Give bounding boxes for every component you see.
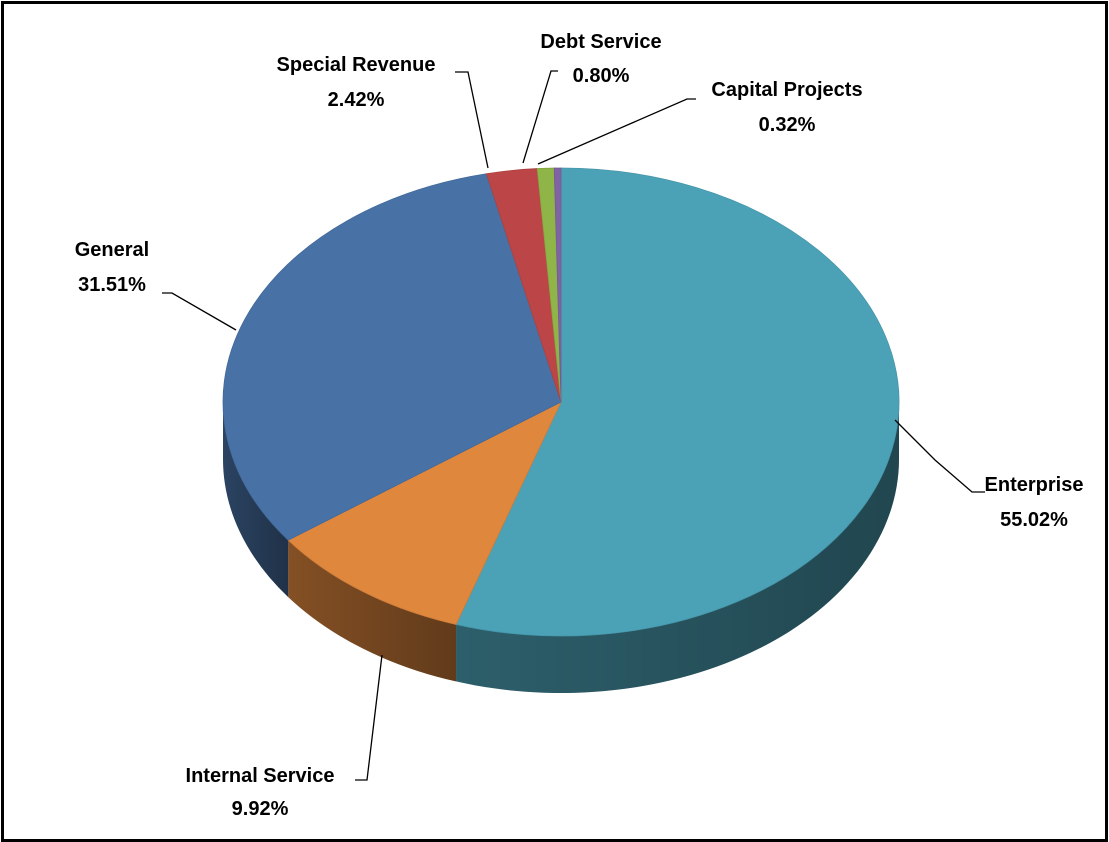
leader-line-enterprise [894,419,985,493]
label-debt-service-name: Debt Service [540,31,661,53]
label-debt-service: Debt Service 0.80% [540,31,661,87]
pie-side-shade-general [223,402,289,598]
leader-line-debt-service [522,70,558,164]
leader-line-internal-service [355,654,383,781]
label-enterprise: Enterprise 55.02% [985,474,1084,531]
label-special-revenue: Special Revenue 2.42% [277,54,436,111]
label-enterprise-name: Enterprise [985,474,1084,496]
leader-line-special-revenue [455,71,489,169]
label-general: General 31.51% [75,239,149,296]
leader-line-capital-projects [537,98,696,165]
pie-side-shade-internal-service [288,540,457,682]
label-capital-projects-name: Capital Projects [711,79,862,101]
label-capital-projects-value: 0.32% [759,114,816,136]
label-debt-service-value: 0.80% [573,65,630,87]
slice-general [222,173,562,541]
label-internal-service-value: 9.92% [232,798,289,820]
label-special-revenue-name: Special Revenue [277,54,436,76]
leader-line-general [162,292,237,331]
pie-slices [222,167,900,637]
label-capital-projects: Capital Projects 0.32% [711,79,862,136]
pie-side-shade-enterprise [456,402,899,694]
pie-side-walls [223,402,899,694]
label-internal-service: Internal Service 9.92% [186,765,335,820]
label-general-value: 31.51% [78,274,146,296]
slice-internal-service [287,401,562,625]
label-special-revenue-value: 2.42% [328,89,385,111]
leader-lines [162,70,985,781]
slice-enterprise [455,167,900,637]
slice-capital-projects [553,167,562,403]
label-enterprise-value: 55.02% [1000,509,1068,531]
label-general-name: General [75,239,149,261]
label-internal-service-name: Internal Service [186,765,335,787]
